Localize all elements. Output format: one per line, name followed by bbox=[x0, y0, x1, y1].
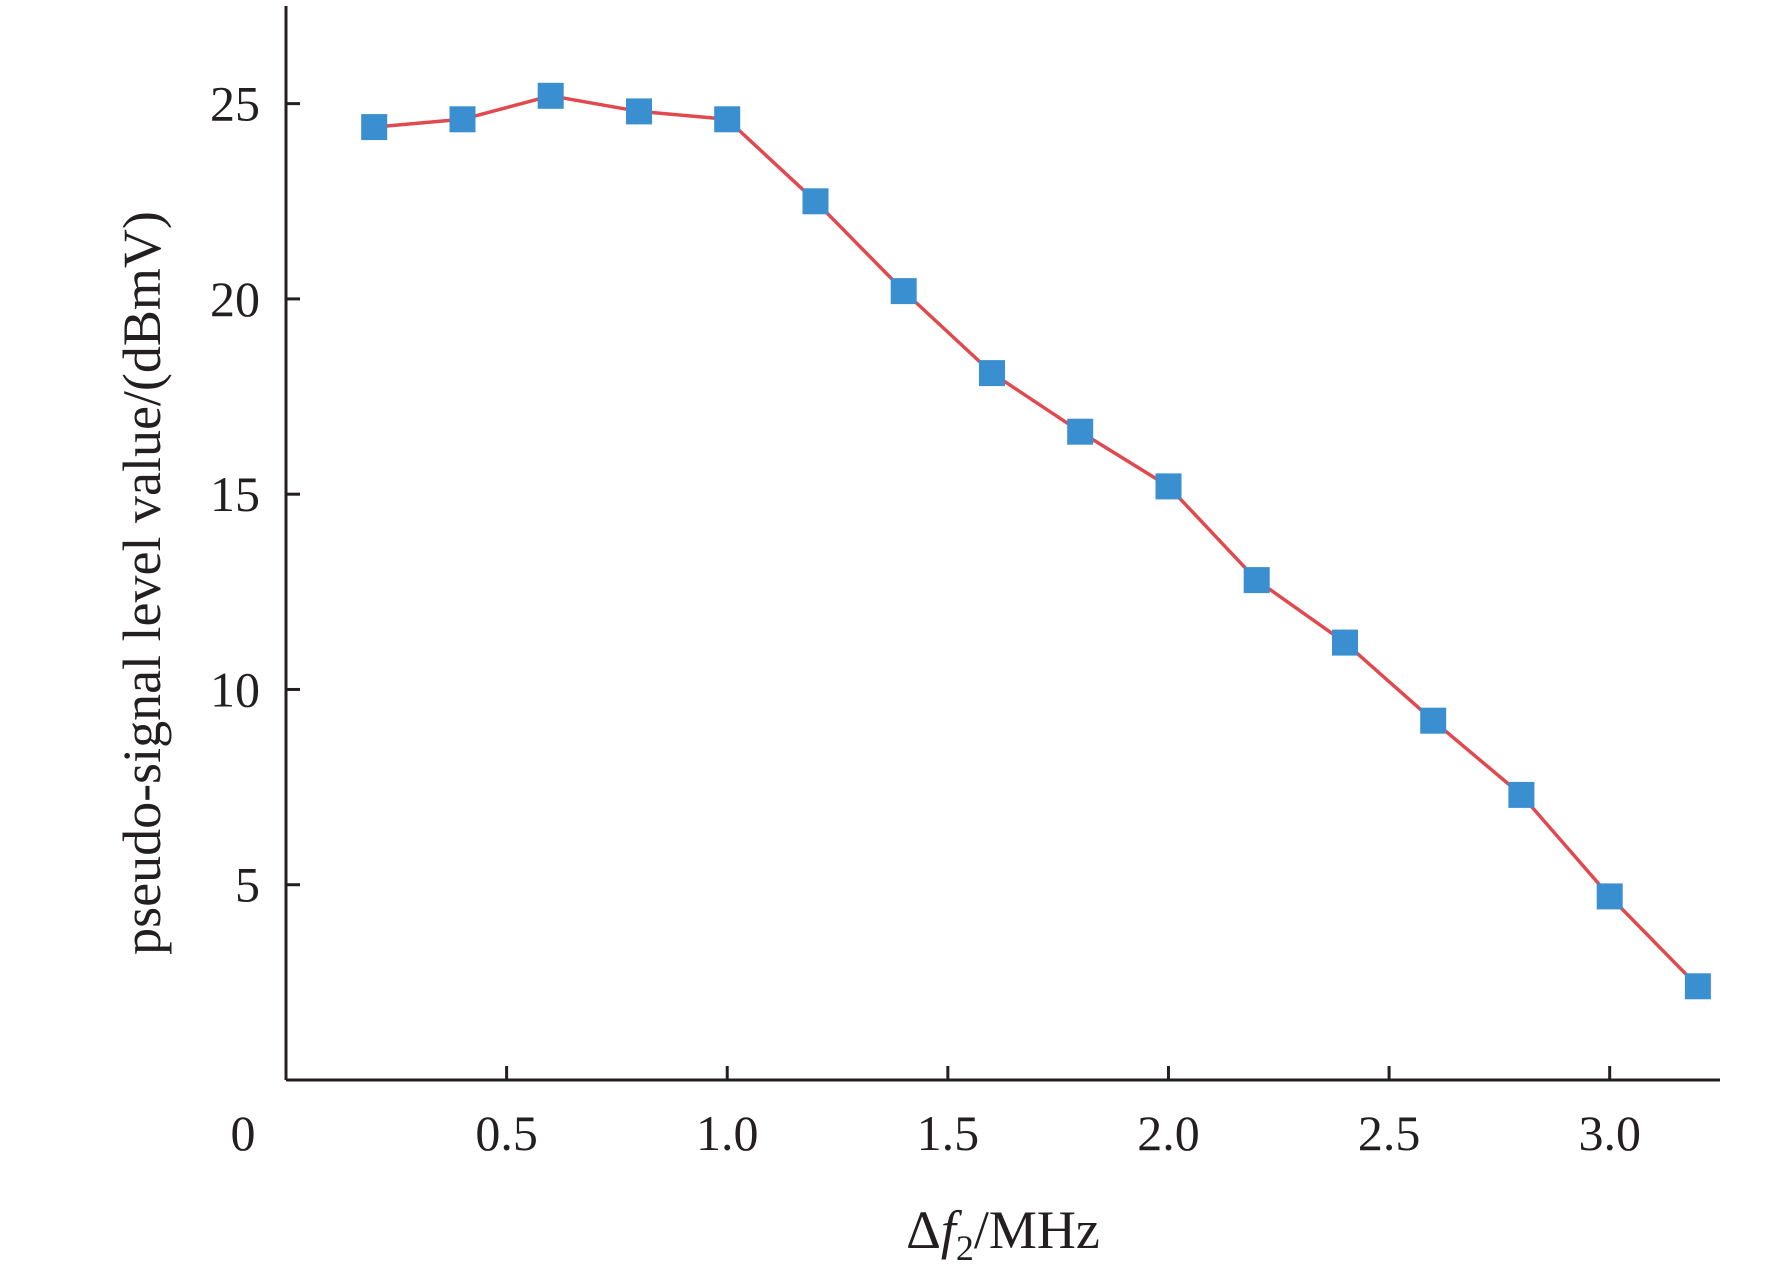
x-tick-label: 1.5 bbox=[917, 1105, 980, 1161]
data-point-marker bbox=[714, 106, 741, 133]
data-point-marker bbox=[1420, 707, 1447, 734]
x-axis-title-delta: Δ bbox=[906, 1200, 941, 1260]
x-axis-title: Δf2/MHz bbox=[906, 1200, 1100, 1268]
data-point-marker bbox=[1332, 629, 1358, 656]
y-tick-label: 25 bbox=[210, 76, 260, 132]
data-point-marker bbox=[449, 106, 476, 133]
y-tick-label: 20 bbox=[210, 271, 260, 327]
series bbox=[361, 82, 1711, 1000]
ticks: 0.5 1.0 1.5 2.0 2.5 3.0 5 10 15 20 25 bbox=[210, 76, 1641, 1161]
data-point-marker bbox=[1155, 473, 1182, 500]
data-point-marker bbox=[1243, 567, 1270, 594]
x-axis-title-unit: /MHz bbox=[974, 1200, 1100, 1260]
y-tick-label: 5 bbox=[235, 857, 260, 913]
y-tick-label: 15 bbox=[210, 466, 260, 522]
x-tick-label: 2.0 bbox=[1137, 1105, 1200, 1161]
x-tick-label: 3.0 bbox=[1578, 1105, 1641, 1161]
y-tick-label: 10 bbox=[210, 661, 260, 717]
x-axis-title-subscript: 2 bbox=[956, 1228, 974, 1268]
data-point-marker bbox=[890, 278, 917, 305]
data-point-marker bbox=[361, 114, 388, 141]
x-tick-label: 1.0 bbox=[696, 1105, 759, 1161]
data-point-marker bbox=[1596, 883, 1623, 910]
axes bbox=[284, 6, 1720, 1082]
x-origin-label: 0 bbox=[231, 1105, 256, 1161]
data-point-marker bbox=[979, 360, 1005, 387]
x-tick-label: 0.5 bbox=[475, 1105, 538, 1161]
data-point-marker bbox=[1067, 418, 1094, 445]
data-point-marker bbox=[1684, 973, 1711, 1000]
data-point-marker bbox=[626, 98, 652, 125]
data-point-marker bbox=[537, 82, 564, 109]
data-point-marker bbox=[1508, 781, 1535, 808]
series-line bbox=[374, 94, 1700, 988]
y-axis-title: pseudo-signal level value/(dBmV) bbox=[112, 211, 172, 955]
data-point-marker bbox=[802, 188, 829, 215]
x-tick-label: 2.5 bbox=[1358, 1105, 1421, 1161]
